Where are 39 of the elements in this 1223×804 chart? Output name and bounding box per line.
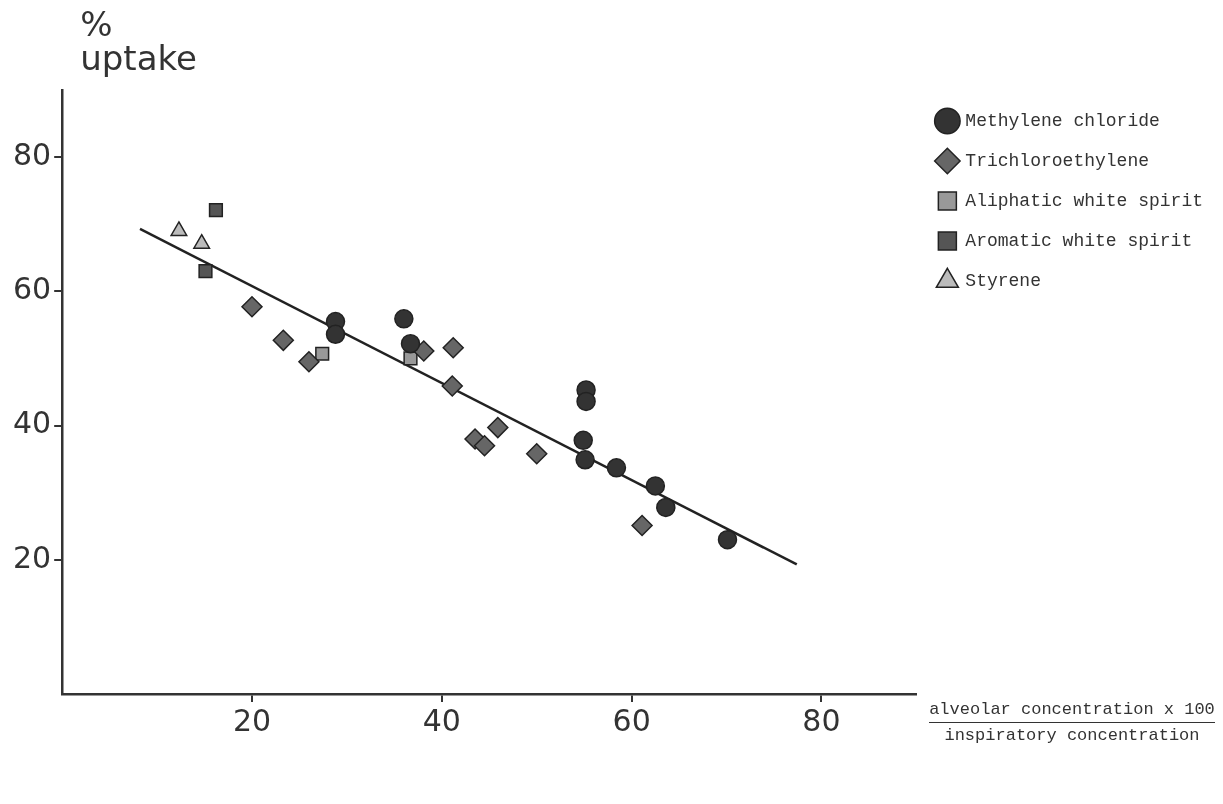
point [198, 264, 213, 279]
point [576, 391, 596, 412]
point [241, 296, 263, 318]
point [573, 430, 593, 451]
point [272, 329, 295, 352]
point [298, 351, 320, 373]
point [403, 351, 418, 366]
point [525, 442, 548, 465]
point [645, 476, 666, 496]
point [441, 375, 463, 397]
point [413, 340, 435, 362]
y-axis-title: % uptake [80, 3, 197, 78]
point [473, 434, 496, 457]
point [487, 416, 509, 439]
point [315, 346, 330, 361]
x-tick-label: 80 [802, 702, 841, 738]
x-tick-label: 60 [612, 702, 651, 738]
point [717, 529, 738, 550]
legend-label: Aromatic white spirit [965, 230, 1193, 251]
y-tick-label: 20 [12, 539, 52, 575]
y-tick-label: 40 [12, 405, 52, 441]
y-tick-label: 60 [12, 271, 52, 307]
legend-label: Methylene chloride [965, 110, 1160, 131]
point [606, 458, 627, 478]
legend-label: Trichloroethylene [965, 150, 1149, 171]
x-tick-label: 40 [422, 702, 461, 738]
point [575, 450, 595, 470]
point [442, 336, 464, 359]
legend-label: Aliphatic white spirit [965, 190, 1203, 211]
point [208, 203, 224, 218]
point [394, 309, 414, 329]
x-tick-label: 20 [232, 702, 272, 738]
point [631, 514, 653, 537]
point [325, 324, 346, 345]
point [656, 497, 676, 518]
y-tick-label: 80 [12, 136, 52, 172]
x-axis-title: alveolar concentration x 100 inspiratory concentration [928, 700, 1216, 745]
point [400, 333, 421, 354]
legend-label: Styrene [965, 270, 1041, 291]
